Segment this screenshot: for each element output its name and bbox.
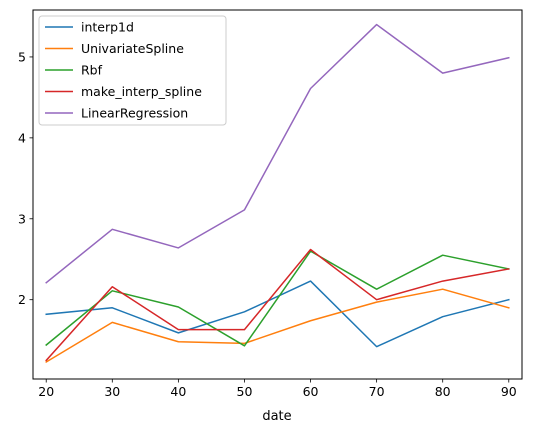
series-line-4: [45, 248, 510, 362]
x-tick-label: 20: [38, 384, 54, 399]
y-tick-label: 5: [18, 49, 26, 64]
legend: interp1d UnivariateSpline Rbf make_interp_s…: [38, 15, 227, 126]
y-axis-ticks: 2 3 4 5: [18, 49, 33, 307]
legend-entry-label: make_interp_spline: [81, 84, 202, 99]
x-axis-ticks: 20 30 40 50 60 70 80 90: [38, 379, 517, 399]
y-tick-label: 4: [18, 130, 26, 145]
series-layer: [45, 23, 510, 364]
x-tick-label: 80: [435, 384, 451, 399]
series-line-1: [45, 280, 510, 348]
legend-entry-label: Rbf: [81, 63, 103, 78]
series-line-5: [45, 23, 510, 284]
y-tick-label: 2: [18, 292, 26, 307]
legend-entry-label: UnivariateSpline: [81, 41, 184, 56]
x-tick-label: 40: [170, 384, 186, 399]
x-tick-label: 70: [369, 384, 385, 399]
plot-frame: [32, 9, 523, 380]
x-tick-label: 50: [237, 384, 253, 399]
x-axis-label: date: [262, 409, 291, 424]
legend-entry-label: LinearRegression: [81, 106, 188, 121]
legend-box: [38, 15, 227, 126]
x-tick-label: 90: [501, 384, 517, 399]
y-tick-label: 3: [18, 211, 26, 226]
series-line-2: [45, 288, 510, 364]
legend-entry-label: interp1d: [81, 20, 134, 35]
x-tick-label: 60: [303, 384, 319, 399]
x-tick-label: 30: [104, 384, 120, 399]
